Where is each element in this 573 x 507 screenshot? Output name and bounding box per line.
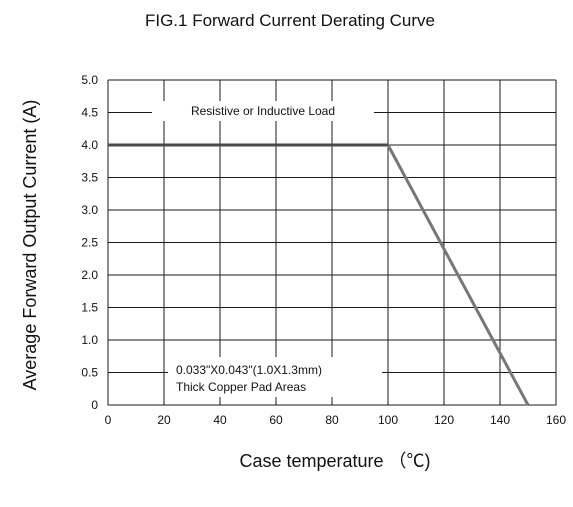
y-tick-label: 0 xyxy=(91,398,98,412)
tick-labels: 0 20 40 60 80 100 120 140 160 0 0.5 1.0 1.5 2.0 2.5 3.0… xyxy=(81,73,566,427)
y-tick-label: 1.5 xyxy=(81,301,98,315)
x-tick-label: 160 xyxy=(546,413,566,427)
y-tick-label: 3.5 xyxy=(81,171,98,185)
y-tick-label: 4.5 xyxy=(81,106,98,120)
annotation-pad-line2: Thick Copper Pad Areas xyxy=(176,380,306,394)
y-tick-label: 3.0 xyxy=(81,203,98,217)
x-tick-label: 20 xyxy=(157,413,171,427)
series-layer xyxy=(107,143,530,406)
annotation-pad-bg xyxy=(168,357,382,397)
annotation-load-bg xyxy=(152,101,374,121)
x-tick-label: 0 xyxy=(105,413,112,427)
annotation-load: Resistive or Inductive Load xyxy=(191,104,335,118)
x-tick-label: 80 xyxy=(325,413,339,427)
curve-derating-segment xyxy=(386,144,530,406)
x-tick-label: 40 xyxy=(213,413,227,427)
y-tick-label: 2.0 xyxy=(81,268,98,282)
x-tick-label: 60 xyxy=(269,413,283,427)
x-tick-label: 100 xyxy=(378,413,398,427)
annotation-pad-line1: 0.033"X0.043"(1.0X1.3mm) xyxy=(176,363,322,377)
grid xyxy=(107,79,557,406)
y-tick-label: 5.0 xyxy=(81,73,98,87)
y-tick-label: 1.0 xyxy=(81,333,98,347)
y-tick-label: 2.5 xyxy=(81,236,98,250)
x-tick-label: 140 xyxy=(490,413,510,427)
y-tick-label: 4.0 xyxy=(81,138,98,152)
x-axis-title: Case temperature （℃) xyxy=(239,451,430,471)
y-axis-title: Average Forward Output Current (A) xyxy=(20,100,40,391)
chart-title: FIG.1 Forward Current Derating Curve xyxy=(145,11,435,30)
y-tick-label: 0.5 xyxy=(81,366,98,380)
x-tick-label: 120 xyxy=(434,413,454,427)
